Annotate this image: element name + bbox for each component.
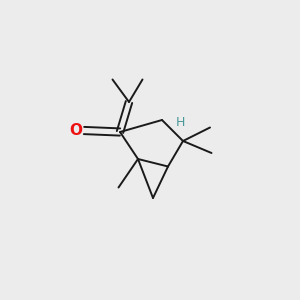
Text: O: O xyxy=(69,123,82,138)
Text: H: H xyxy=(175,116,185,130)
